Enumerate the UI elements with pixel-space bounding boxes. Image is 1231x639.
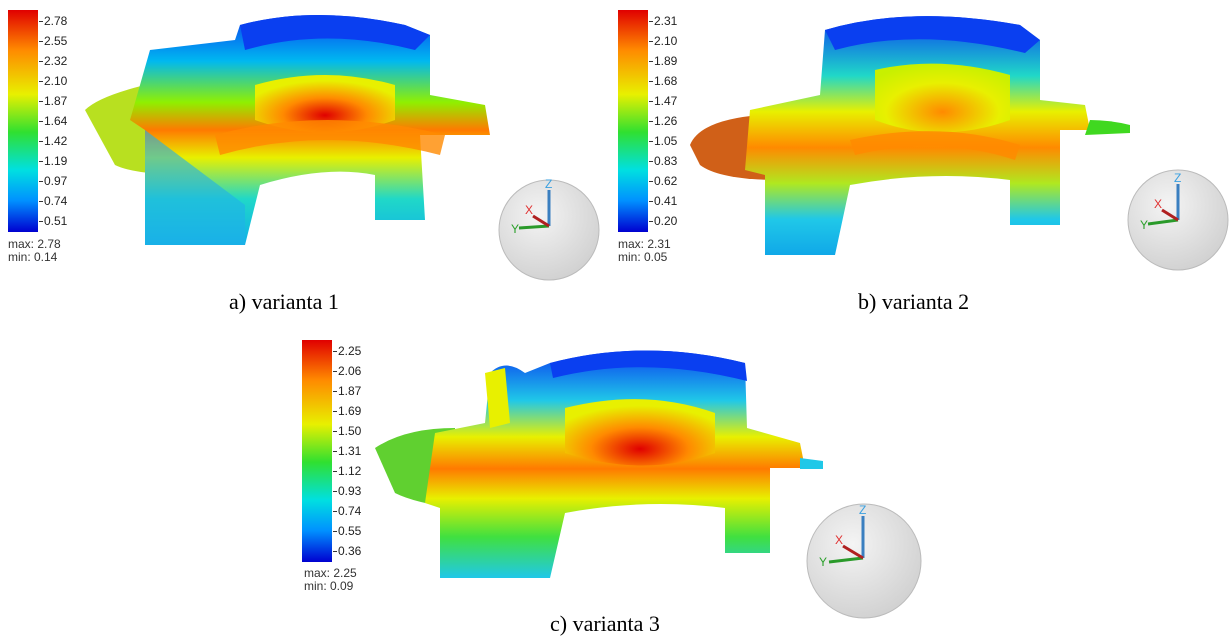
legend-tick: 0.62 bbox=[648, 174, 678, 188]
legend-tick: 2.10 bbox=[38, 74, 68, 88]
legend-tick: 0.55 bbox=[332, 524, 362, 538]
legend-tick: 1.89 bbox=[648, 54, 678, 68]
z-axis-label: Z bbox=[545, 178, 552, 191]
legend-tick: 1.31 bbox=[332, 444, 362, 458]
color-scale-bar bbox=[618, 10, 648, 232]
max-label: max: 2.78 bbox=[8, 237, 61, 251]
legend-tick: 2.78 bbox=[38, 14, 68, 28]
legend-tick: 1.47 bbox=[648, 94, 678, 108]
orientation-triad[interactable]: Z Y X bbox=[1126, 168, 1230, 277]
legend-tick: 1.50 bbox=[332, 424, 362, 438]
legend-tick: 0.97 bbox=[38, 174, 68, 188]
z-axis-label: Z bbox=[859, 503, 866, 517]
legend-tick: 0.93 bbox=[332, 484, 362, 498]
legend-tick: 0.20 bbox=[648, 214, 678, 228]
forging-model-render bbox=[85, 15, 490, 245]
x-axis-label: X bbox=[1154, 197, 1162, 211]
caption: c) varianta 3 bbox=[550, 611, 660, 636]
legend-tick: 2.32 bbox=[38, 54, 68, 68]
forging-model-render bbox=[690, 16, 1130, 255]
orientation-triad[interactable]: Z Y X bbox=[805, 502, 923, 625]
legend-tick: 1.19 bbox=[38, 154, 68, 168]
y-axis-label: Y bbox=[511, 222, 519, 236]
legend-tick: 0.51 bbox=[38, 214, 68, 228]
legend-tick: 1.12 bbox=[332, 464, 362, 478]
z-axis-label: Z bbox=[1174, 171, 1181, 185]
legend-tick: 1.87 bbox=[38, 94, 68, 108]
legend-tick: 1.42 bbox=[38, 134, 68, 148]
legend-tick: 0.36 bbox=[332, 544, 362, 558]
x-axis-label: X bbox=[835, 533, 843, 547]
min-label: min: 0.14 bbox=[8, 250, 58, 264]
legend-tick: 2.06 bbox=[332, 364, 362, 378]
min-label: min: 0.05 bbox=[618, 250, 668, 264]
color-scale-bar bbox=[302, 340, 332, 562]
legend-tick: 0.41 bbox=[648, 194, 678, 208]
caption: b) varianta 2 bbox=[858, 289, 970, 314]
min-label: min: 0.09 bbox=[304, 579, 354, 593]
max-label: max: 2.25 bbox=[304, 566, 357, 580]
x-axis-label: X bbox=[525, 203, 533, 217]
forging-model-render bbox=[375, 350, 823, 578]
caption: a) varianta 1 bbox=[229, 289, 339, 314]
legend-tick: 1.69 bbox=[332, 404, 362, 418]
max-label: max: 2.31 bbox=[618, 237, 671, 251]
y-axis-label: Y bbox=[819, 555, 827, 569]
color-scale-bar bbox=[8, 10, 38, 232]
legend-tick: 1.64 bbox=[38, 114, 68, 128]
legend-tick: 0.74 bbox=[332, 504, 362, 518]
legend-tick: 1.05 bbox=[648, 134, 678, 148]
legend-tick: 1.26 bbox=[648, 114, 678, 128]
legend-tick: 2.31 bbox=[648, 14, 678, 28]
legend-tick: 2.55 bbox=[38, 34, 68, 48]
legend-tick: 0.83 bbox=[648, 154, 678, 168]
orientation-triad[interactable]: Z Y X bbox=[497, 177, 601, 287]
legend-tick: 2.10 bbox=[648, 34, 678, 48]
legend-tick: 1.87 bbox=[332, 384, 362, 398]
legend-tick: 0.74 bbox=[38, 194, 68, 208]
y-axis-label: Y bbox=[1140, 218, 1148, 232]
legend-tick: 1.68 bbox=[648, 74, 678, 88]
legend-tick: 2.25 bbox=[332, 344, 362, 358]
